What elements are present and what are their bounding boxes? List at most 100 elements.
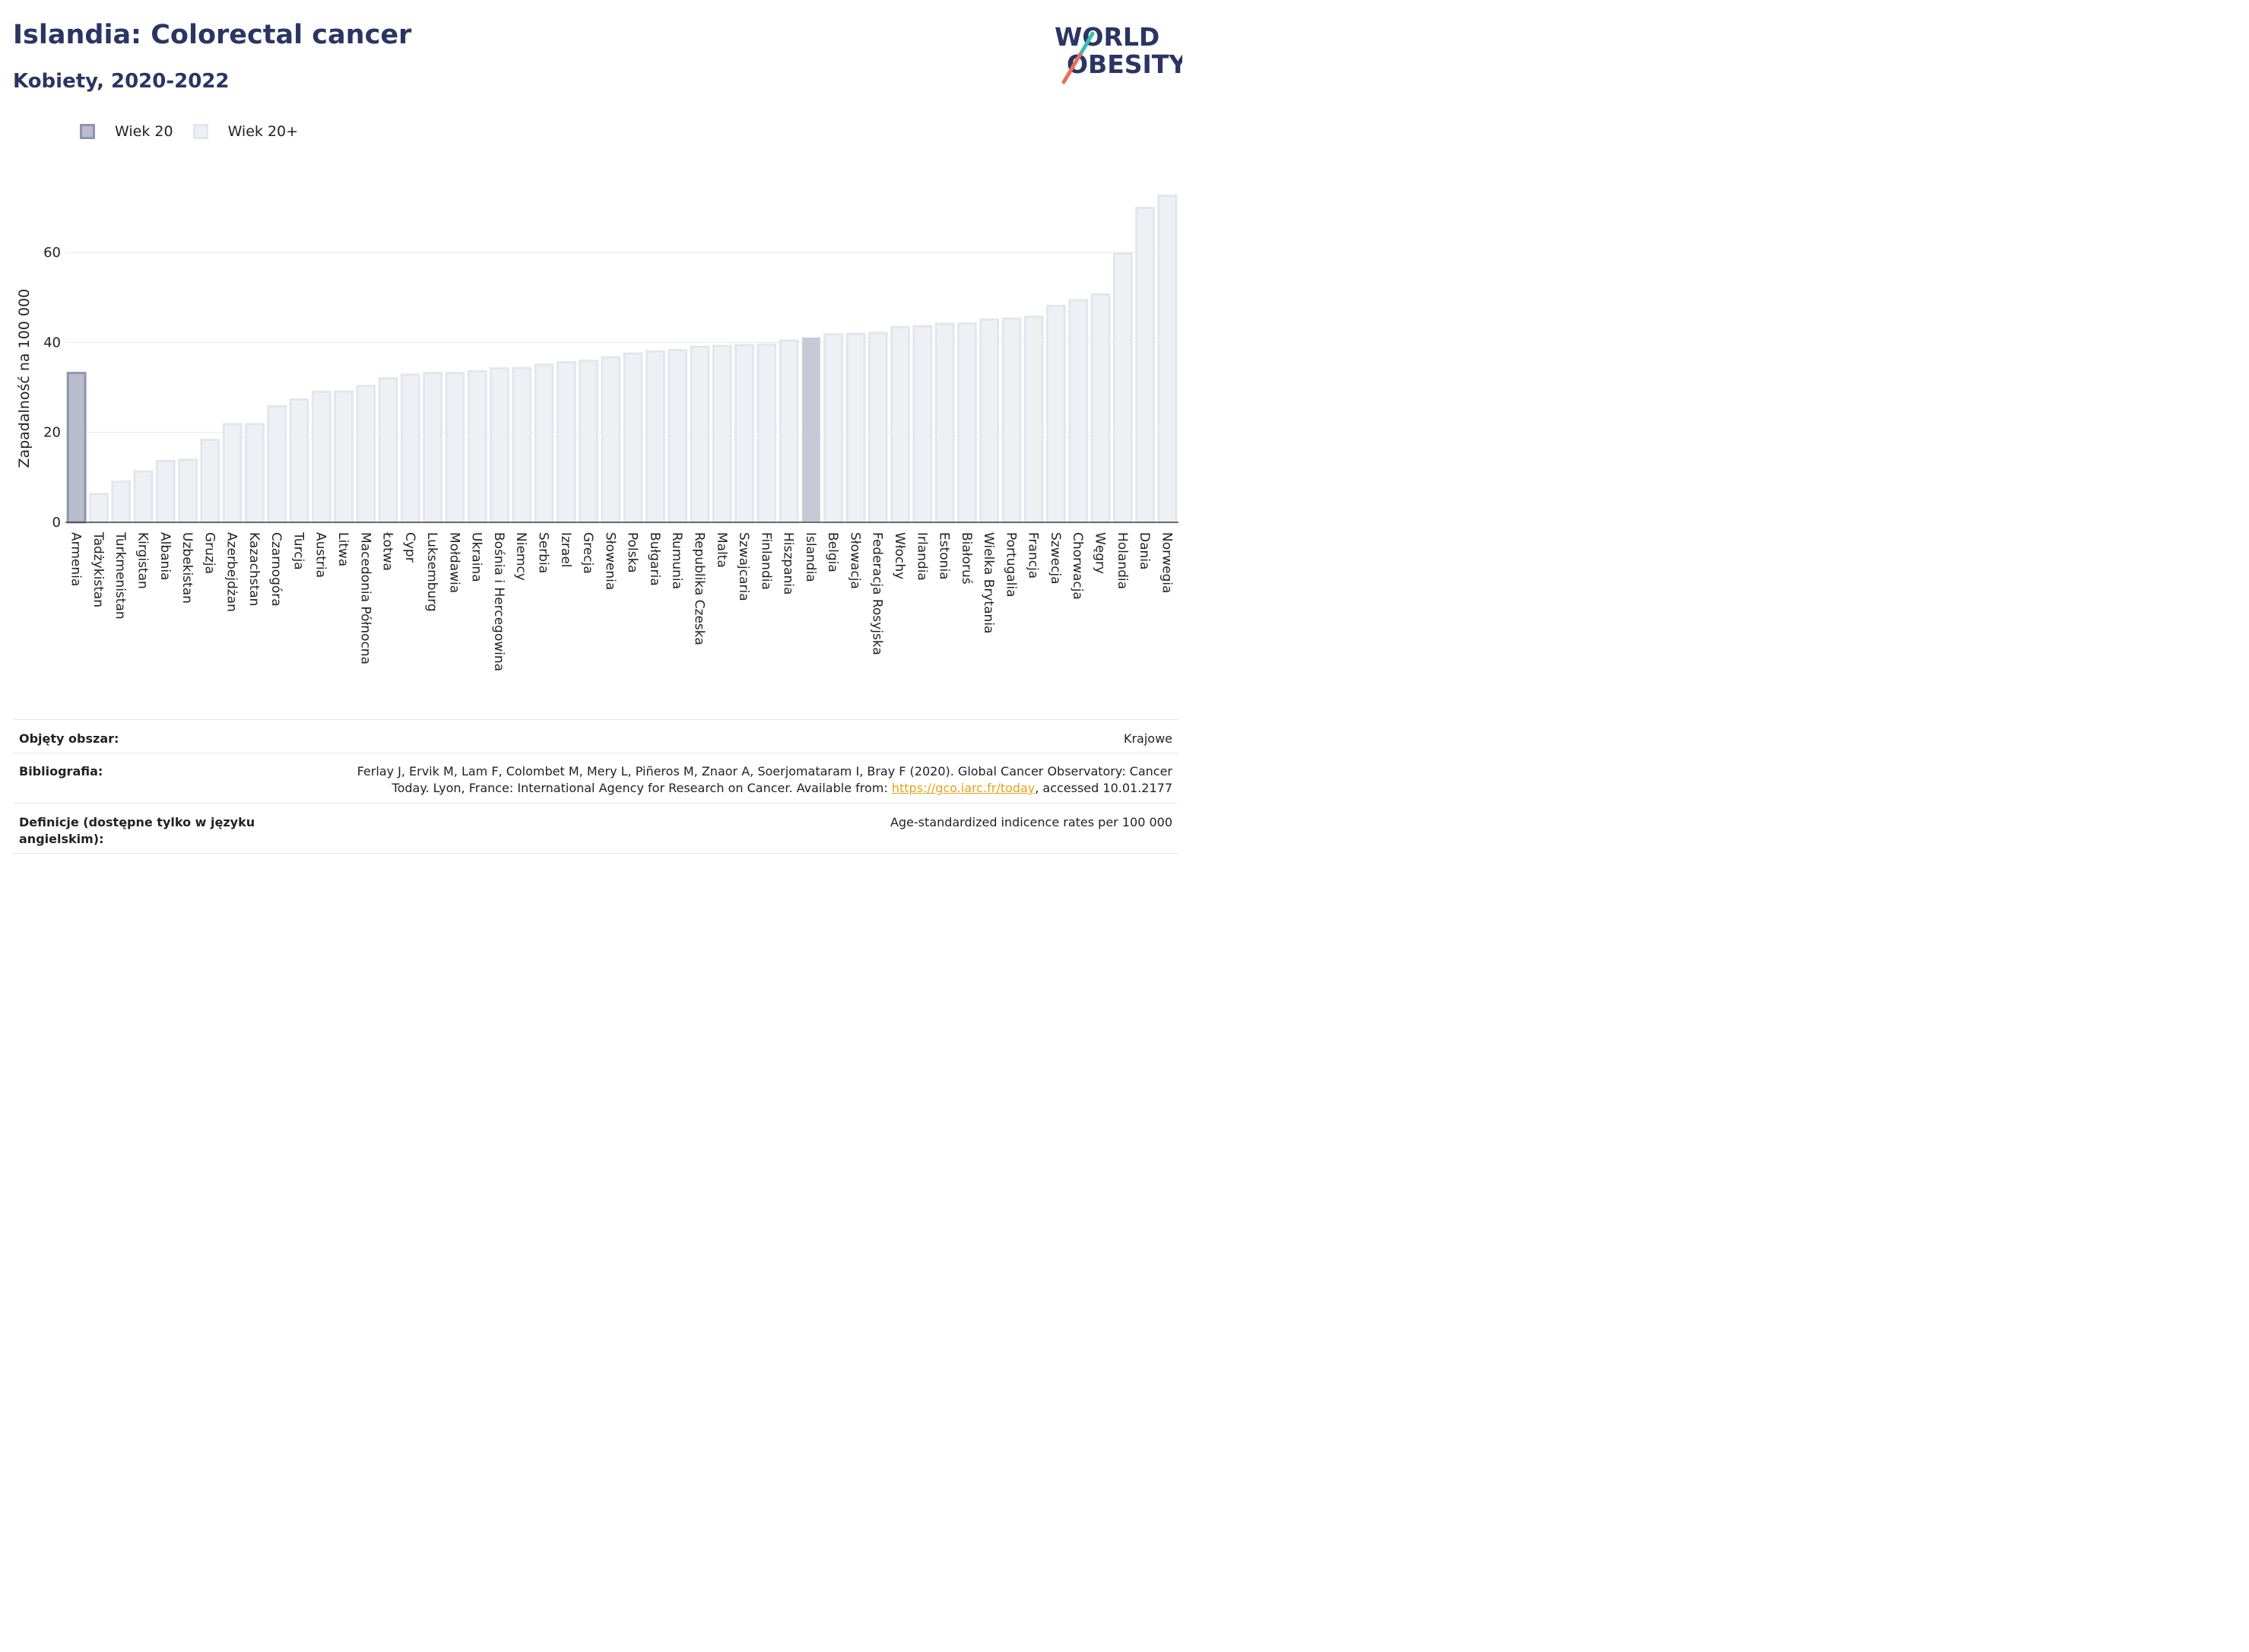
x-tick-label: Słowacja [847,532,862,589]
bar-serbia[interactable] [534,363,554,524]
x-tick-label: Norwegia [1159,532,1174,593]
x-tick-label: Dania [1137,532,1152,569]
bar-turkmenistan[interactable] [111,480,132,524]
bar-łotwa[interactable] [378,377,398,524]
bar-szwajcaria[interactable] [734,344,754,524]
x-tick-label: Islandia [803,532,818,582]
x-tick-label: Kirgistan [135,532,150,589]
bibliography-line-2: Today. Lyon, France: International Agenc… [357,780,1172,797]
logo-text-obesity: OBESITY [1067,49,1182,79]
bar-wielka-brytania[interactable] [979,318,1000,524]
bar-izrael[interactable] [556,360,576,524]
bar-holandia[interactable] [1112,252,1133,524]
x-tick-label: Portugalia [1003,532,1018,598]
bar-estonia[interactable] [934,322,955,524]
bar-islandia[interactable] [801,337,820,523]
definitions-label-line-2: angielskim): [19,832,104,846]
bar-dania[interactable] [1135,207,1155,524]
page-title: Islandia: Colorectal cancer [13,20,412,50]
coverage-value: Krajowe [1123,731,1172,746]
x-tick-label: Wielka Brytania [981,532,996,633]
bar-niemcy[interactable] [512,366,532,524]
bar-armenia[interactable] [66,372,87,524]
bar-malta[interactable] [712,344,732,524]
x-tick-label: Szwecja [1048,532,1063,585]
bar-francja[interactable] [1023,315,1044,524]
x-tick-label: Serbia [536,532,551,573]
x-tick-label: Rumunia [669,532,684,589]
x-tick-label: Kazachstan [246,532,262,606]
legend-label-wiek-20-plus: Wiek 20+ [227,123,299,140]
bibliography-link[interactable]: https://gco.iarc.fr/today [891,781,1036,795]
bar-luksemburg[interactable] [423,372,443,524]
x-tick-label: Włochy [892,532,907,579]
bar-słowenia[interactable] [601,356,621,524]
legend-item-wiek-20-plus[interactable]: Wiek 20+ [192,123,299,140]
chart-legend: Wiek 20 Wiek 20+ [80,120,318,143]
bar-włochy[interactable] [890,325,910,524]
x-tick-label: Francja [1026,532,1041,579]
bibliography-line-2-post: , accessed 10.01.2177 [1035,781,1172,795]
bar-grecja[interactable] [579,360,598,524]
bar-federacja-rosyjska[interactable] [868,331,888,524]
x-tick-label: Republika Czeska [691,532,706,645]
legend-item-wiek-20[interactable]: Wiek 20 [80,123,173,140]
bar-cypr[interactable] [400,373,420,524]
x-tick-label: Luksemburg [424,532,439,612]
bar-portugalia[interactable] [1001,317,1022,524]
x-tick-label: Niemcy [513,532,528,581]
bar-austria[interactable] [311,390,331,524]
bar-szwecja[interactable] [1046,304,1066,524]
bar-azerbejdżan[interactable] [222,423,243,524]
bar-litwa[interactable] [334,390,354,524]
x-tick-label: Bośnia i Hercegowina [491,532,506,671]
bar-bośnia-i-hercegowina[interactable] [490,367,509,524]
bar-albania[interactable] [155,460,176,524]
bar-belgia[interactable] [823,333,844,524]
y-tick-label: 40 [43,335,61,350]
bar-słowacja[interactable] [845,332,866,524]
bar-macedonia-północna[interactable] [356,385,376,524]
bibliography-label: Bibliografia: [19,764,103,778]
bar-kazachstan[interactable] [244,423,265,524]
bar-rumunia[interactable] [668,348,688,524]
bar-ukraina[interactable] [467,369,487,524]
legend-label-wiek-20: Wiek 20 [115,123,173,140]
bar-turcja[interactable] [289,398,309,524]
bar-bułgaria[interactable] [646,350,665,524]
bar-norwegia[interactable] [1157,195,1178,524]
x-tick-label: Mołdawia [446,532,462,593]
x-tick-label: Armenia [68,532,84,586]
world-obesity-logo: WORLD OBESITY [1055,22,1182,84]
x-tick-label: Ukraina [469,532,484,582]
bar-węgry[interactable] [1090,293,1111,524]
bar-chorwacja[interactable] [1068,299,1089,524]
definitions-value: Age-standardized indicence rates per 100… [890,815,1172,829]
y-axis-label: Zapadalność na 100 000 [16,289,33,468]
bar-tadżykistan[interactable] [89,493,109,524]
bibliography-line-1: Ferlay J, Ervik M, Lam F, Colombet M, Me… [357,764,1172,778]
logo-text-world: WORLD [1055,22,1159,52]
bar-kirgistan[interactable] [133,470,154,524]
legend-swatch-wiek-20 [80,124,95,139]
bar-białoruś[interactable] [956,322,977,524]
bar-mołdawia[interactable] [445,372,465,524]
bar-czarnogóra[interactable] [267,404,287,524]
y-tick-label: 20 [43,425,61,441]
footer-divider [13,803,1178,804]
x-tick-label: Belgia [825,532,840,572]
bar-gruzja[interactable] [200,439,220,524]
bar-uzbekistan[interactable] [178,458,198,524]
bar-republika-czeska[interactable] [690,345,710,524]
bar-polska[interactable] [623,352,643,524]
x-tick-label: Chorwacja [1070,532,1085,600]
x-tick-label: Irlandia [914,532,929,581]
x-tick-label: Federacja Rosyjska [870,532,885,655]
bar-irlandia[interactable] [912,325,933,524]
definitions-label: Definicje (dostępne tylko w języku angie… [19,814,255,848]
x-tick-label: Polska [625,532,640,573]
bar-hiszpania[interactable] [779,339,799,524]
x-tick-label: Albania [157,532,173,580]
bar-finlandia[interactable] [757,343,777,524]
footer-bottom-divider [13,853,1178,854]
